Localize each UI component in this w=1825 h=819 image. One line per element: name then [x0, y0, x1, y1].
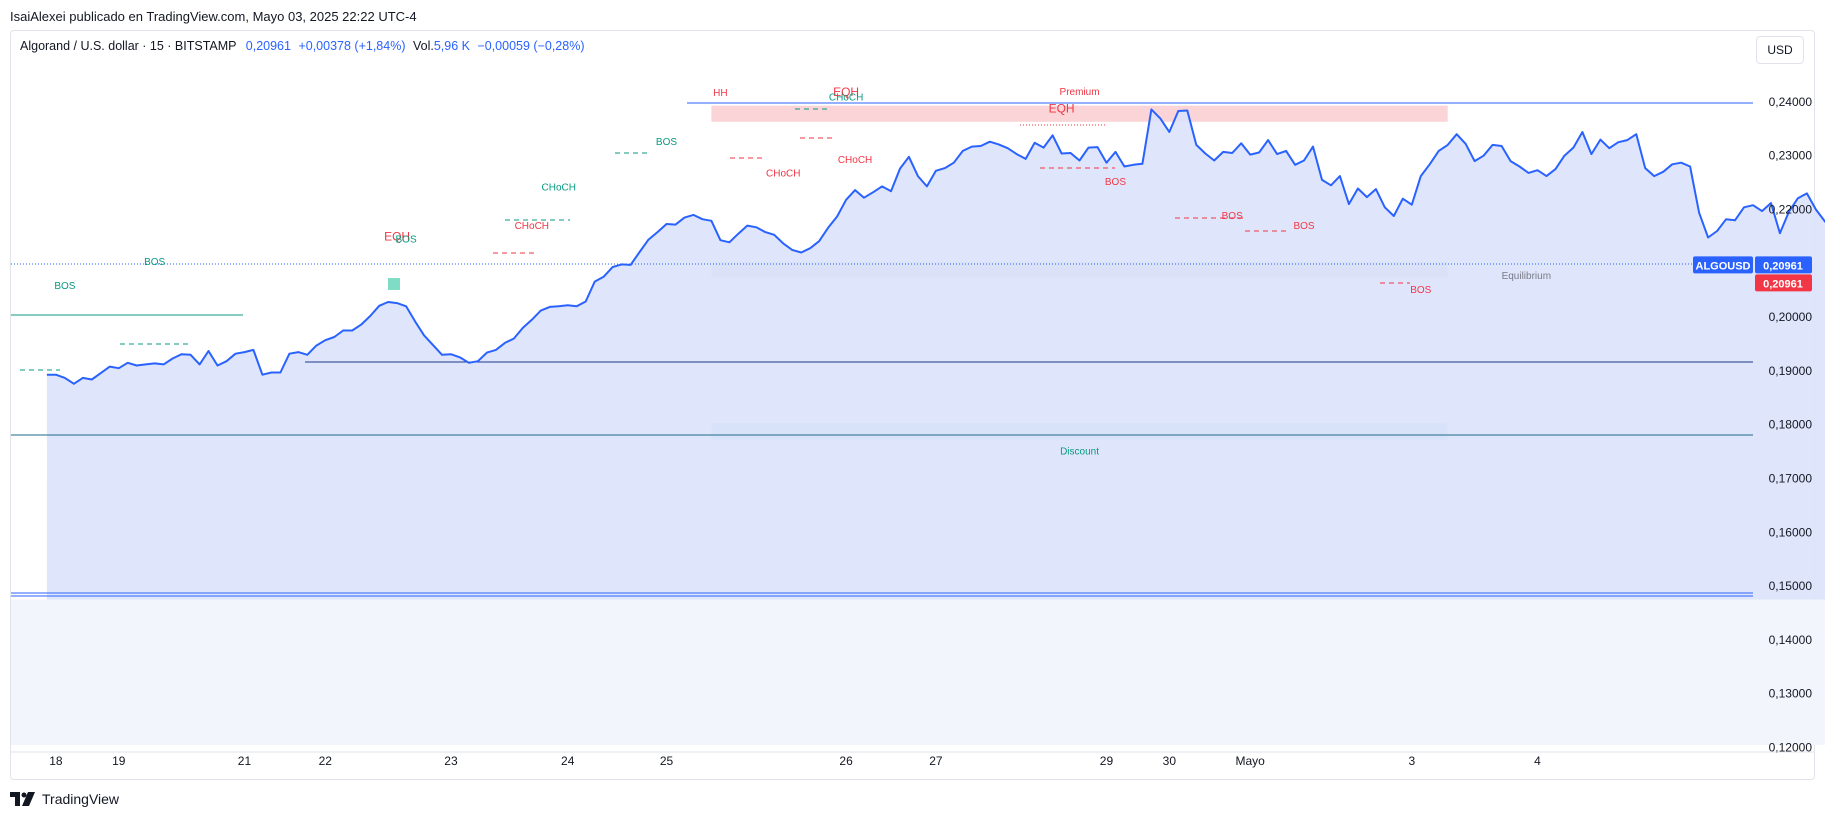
x-tick-label: 26 [839, 754, 853, 768]
publish-caption: IsaiAlexei publicado en TradingView.com,… [10, 9, 417, 24]
structure-label-bos: BOS [54, 281, 75, 292]
y-tick-label: 0,18000 [1769, 418, 1813, 432]
lower-area-fade [11, 599, 1825, 745]
currency-button[interactable]: USD [1756, 36, 1804, 64]
x-tick-label: Mayo [1235, 754, 1265, 768]
y-tick-label: 0,15000 [1769, 579, 1813, 593]
structure-label-discount: Discount [1060, 446, 1099, 457]
structure-label-equilibrium: Equilibrium [1502, 271, 1551, 282]
x-axis: 18 19 21 22 23 24 25 26 27 29 30 Mayo 3 4 [49, 754, 1541, 768]
y-tick-label: 0,23000 [1769, 149, 1813, 163]
price-badge [1755, 256, 1812, 274]
structure-label-bos: BOS [1222, 211, 1243, 222]
structure-label-eqh: EQH [833, 85, 859, 99]
y-axis: 0,240000,230000,220000,210000,200000,190… [11, 95, 1814, 755]
x-tick-label: 18 [49, 754, 63, 768]
x-tick-label: 19 [112, 754, 126, 768]
volume-label: Vol. [412, 39, 434, 53]
eqh-marker [388, 278, 400, 290]
symbol-legend: Algorand / U.S. dollar · 15 · BITSTAMP 0… [20, 39, 584, 53]
structure-label-eqh: EQH [384, 230, 410, 244]
y-tick-label: 0,19000 [1769, 364, 1813, 378]
symbol-title[interactable]: Algorand / U.S. dollar · 15 · BITSTAMP [20, 39, 237, 53]
price-badges: ALGOUSD 0,20961 0,20961 [1693, 256, 1812, 292]
price-area-fill [46, 109, 1825, 745]
structure-label-bos: BOS [1293, 221, 1314, 232]
structure-label-bos: BOS [396, 234, 417, 245]
structure-label-choch: CHoCH [829, 92, 863, 103]
structure-label-choch: CHoCH [766, 169, 800, 180]
structure-label-bos: BOS [656, 137, 677, 148]
y-tick-label: 0,22000 [1769, 203, 1813, 217]
structure-label-bos: BOS [1105, 177, 1126, 188]
structure-label-premium: Premium [1060, 87, 1100, 98]
structure-label-bos: BOS [1410, 285, 1431, 296]
y-tick-label: 0,16000 [1769, 525, 1813, 539]
x-tick-label: 30 [1163, 754, 1177, 768]
price-line-layer [46, 108, 1825, 385]
countdown-price-badge-text: 0,20961 [1763, 278, 1803, 290]
horizontal-lines-layer [11, 102, 1753, 597]
structure-label-choch: CHoCH [838, 155, 872, 166]
x-tick-label: 24 [561, 754, 575, 768]
symbol-badge-text: ALGOUSD [1696, 260, 1751, 272]
x-tick-label: 29 [1100, 754, 1114, 768]
last-price-value: 0,20961 [245, 39, 291, 53]
zone-premium [711, 105, 1448, 122]
price-line [46, 108, 1825, 385]
y-tick-label: 0,24000 [1769, 95, 1813, 109]
area-layer [11, 109, 1825, 745]
structure-label-choch: CHoCH [515, 221, 549, 232]
structure-label-choch: CHoCH [542, 183, 576, 194]
x-tick-label: 27 [929, 754, 943, 768]
y-tick-label: 0,17000 [1769, 472, 1813, 486]
x-tick-label: 23 [444, 754, 458, 768]
structure-label-eqh: EQH [1049, 102, 1075, 116]
x-tick-label: 21 [238, 754, 252, 768]
structure-dashes-layer [20, 108, 1410, 371]
volume-value: 5,96 K [433, 39, 470, 53]
volume-change: −0,00059 (−0,28%) [477, 39, 585, 53]
brand-name: TradingView [42, 791, 120, 807]
structure-label-bos: BOS [144, 257, 165, 268]
tradingview-logo[interactable]: TradingView [10, 791, 119, 807]
y-tick-label: 0,12000 [1769, 741, 1813, 755]
y-tick-label: 0,13000 [1769, 687, 1813, 701]
y-tick-label: 0,14000 [1769, 633, 1813, 647]
price-badge-text: 0,20961 [1763, 260, 1803, 272]
structure-label-hh: HH [713, 88, 727, 99]
countdown-price-badge [1755, 274, 1812, 292]
x-tick-label: 22 [319, 754, 333, 768]
x-tick-label: 3 [1408, 754, 1415, 768]
x-tick-label: 4 [1534, 754, 1541, 768]
price-change: +0,00378 (+1,84%) [298, 39, 406, 53]
x-tick-label: 25 [660, 754, 674, 768]
symbol-badge [1693, 256, 1753, 274]
tradingview-logo-icon [10, 792, 35, 806]
y-tick-label: 0,20000 [1769, 310, 1813, 324]
